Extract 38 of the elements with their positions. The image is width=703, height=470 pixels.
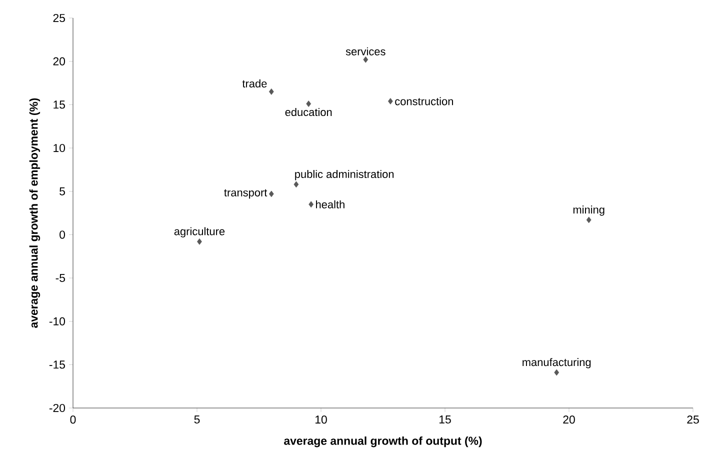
y-tick-label: -20 <box>49 404 66 412</box>
annotation: transport <box>224 189 268 199</box>
y-tick-label: 5 <box>60 187 65 196</box>
point <box>586 216 592 224</box>
x-tick-label: 5 <box>194 416 200 424</box>
x-tick-label: 0 <box>70 416 76 424</box>
annotation: health <box>316 200 344 208</box>
annotation: agriculture <box>174 227 225 238</box>
point <box>388 98 393 104</box>
point <box>554 369 560 376</box>
point <box>294 181 299 188</box>
point <box>268 190 274 198</box>
x-axis-title: average annual growth of output (%) <box>284 436 482 448</box>
y-tick-label: 15 <box>54 100 65 109</box>
y-tick-label: 10 <box>54 144 66 152</box>
y-tick-label: -15 <box>49 360 65 369</box>
annotation: construction <box>395 97 454 106</box>
y-tick-label: -5 <box>56 274 65 282</box>
x-tick-label: 20 <box>563 416 575 424</box>
point <box>306 100 312 107</box>
annotation: trade <box>242 79 267 88</box>
point <box>268 88 274 95</box>
y-tick-label: 20 <box>53 57 66 66</box>
annotation: public administration <box>295 170 394 180</box>
point <box>308 201 314 208</box>
annotation: education <box>285 108 332 116</box>
y-tick-label: 25 <box>53 14 65 22</box>
x-tick-label: 25 <box>687 416 699 424</box>
x-tick-label: 15 <box>440 416 451 424</box>
annotation: services <box>346 47 386 56</box>
x-tick-label: 10 <box>316 416 327 424</box>
point <box>363 56 368 63</box>
y-tick-label: 0 <box>60 230 66 239</box>
annotation: manufacturing <box>522 358 591 368</box>
y-axis-title: average annual growth of employment (%) <box>29 98 40 328</box>
y-tick-label: -10 <box>49 317 66 326</box>
point <box>197 238 202 245</box>
annotation: mining <box>573 206 604 216</box>
